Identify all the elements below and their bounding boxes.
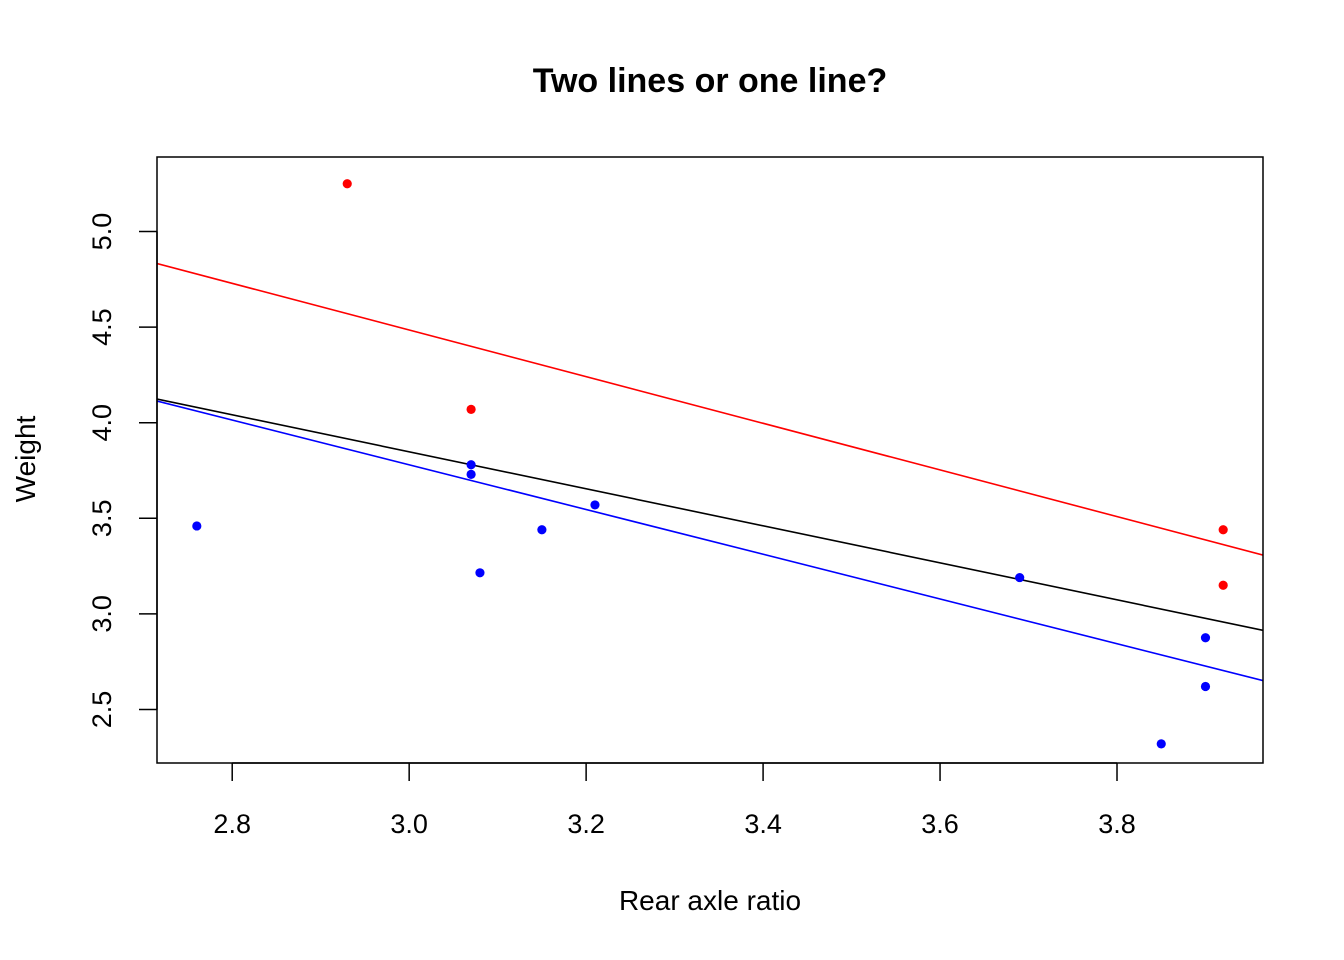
x-tick-label-5: 3.6 <box>921 809 959 839</box>
x-tick-label-3: 3.2 <box>567 809 605 839</box>
y-tick-label-3: 3.5 <box>87 500 117 538</box>
x-axis-label: Rear axle ratio <box>619 885 801 916</box>
data-point-s2-3 <box>466 469 476 479</box>
y-tick-label-5: 4.5 <box>87 308 117 346</box>
data-point-s2-4 <box>475 568 485 578</box>
chart-title: Two lines or one line? <box>533 62 888 100</box>
data-point-s2-1 <box>192 521 202 531</box>
data-point-s2-10 <box>1200 681 1211 692</box>
y-tick-label-6: 5.0 <box>87 213 117 251</box>
y-tick-label-1: 2.5 <box>87 691 117 729</box>
plot-area <box>157 179 1263 749</box>
data-point-s2-6 <box>590 500 600 510</box>
data-point-s2-2 <box>466 460 476 470</box>
x-tick-label-4: 3.4 <box>744 809 782 839</box>
y-tick-label-2: 3.0 <box>87 595 117 633</box>
y-axis-label: Weight <box>10 415 41 502</box>
axes: 2.8 3.0 3.2 3.4 3.6 3.8 2.5 3.0 3.5 4.0 4.5 5.0 <box>87 213 1136 839</box>
x-tick-label-2: 3.0 <box>390 809 428 839</box>
data-point-s1-3 <box>1218 525 1228 535</box>
x-tick-label-1: 2.8 <box>213 809 251 839</box>
data-point-s2-7 <box>1015 572 1025 583</box>
regression-line-1 <box>157 262 1263 556</box>
plot-frame <box>156 156 1264 764</box>
data-point-s1-2 <box>466 404 476 414</box>
data-point-s2-9 <box>1200 633 1211 643</box>
regression-line-3 <box>157 400 1263 682</box>
data-point-s1-1 <box>342 179 352 189</box>
data-point-s2-8 <box>1156 739 1166 749</box>
data-point-s2-5 <box>537 525 547 535</box>
x-tick-label-6: 3.8 <box>1098 809 1136 839</box>
regression-line-2 <box>157 398 1263 632</box>
data-point-s1-4 <box>1218 580 1228 590</box>
y-tick-label-4: 4.0 <box>87 404 117 442</box>
